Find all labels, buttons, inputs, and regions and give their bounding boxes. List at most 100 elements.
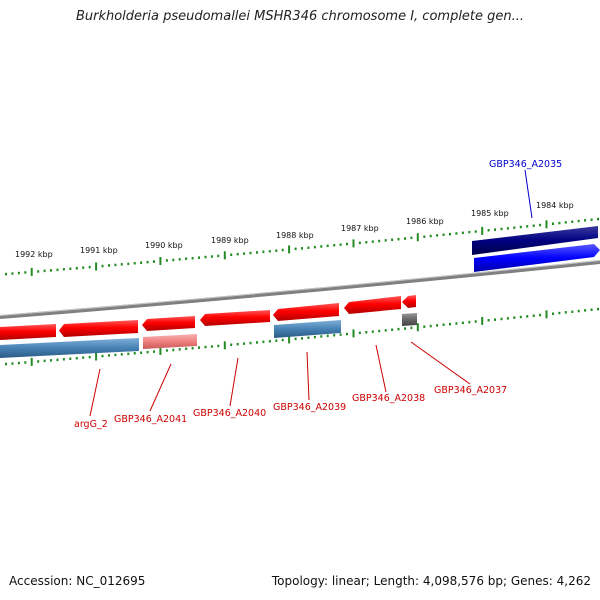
gene-feature-gbp346-a2041-red[interactable] [59,320,138,337]
tick-label: 1988 kbp [276,231,314,240]
minor-tick [410,326,413,330]
gene-label-gbp346-a2041[interactable]: GBP346_A2041 [114,414,187,425]
minor-tick [301,247,303,250]
minor-tick [436,324,439,327]
leader-line-gbp346-a2040 [229,357,239,407]
reverse-tick-ruler [5,307,599,366]
minor-tick [384,329,387,332]
minor-tick [256,341,258,344]
minor-tick [423,325,426,328]
minor-tick [172,258,175,262]
minor-tick [69,267,72,270]
minor-tick [24,361,27,364]
gene-label-gbp346-a2039[interactable]: GBP346_A2039 [273,402,346,413]
minor-tick [320,245,323,248]
gene-feature-gbp346-a2039-red[interactable] [200,310,270,326]
minor-tick [494,318,496,321]
minor-tick [191,347,194,350]
minor-tick [577,309,580,313]
major-tick [30,357,33,366]
minor-tick [17,271,20,275]
minor-tick [5,272,7,276]
minor-tick [313,335,316,339]
minor-tick [114,353,117,357]
minor-tick [474,320,477,323]
minor-tick [487,319,490,322]
minor-tick [526,315,529,318]
major-tick [288,245,291,254]
minor-tick [262,340,265,344]
major-tick [352,239,355,248]
minor-tick [133,262,136,265]
tick-label: 1989 kbp [211,236,249,245]
gene-label-arg-g-2[interactable]: argG_2 [74,419,108,430]
minor-tick [378,239,381,243]
tick-label: 1986 kbp [406,217,444,226]
gene-feature-gbp346-a2038-red[interactable] [273,303,339,321]
minor-tick [307,246,310,249]
minor-tick [210,345,213,348]
gene-feature-gbp346-a2035[interactable] [474,244,600,272]
minor-tick [82,356,85,359]
gene-feature-arg-g-2-blue[interactable] [0,338,139,358]
gene-label-gbp346-a2040[interactable]: GBP346_A2040 [193,408,266,419]
minor-tick [268,340,271,343]
gene-label-gbp346-a2035[interactable]: GBP346_A2035 [489,159,562,170]
minor-tick [37,270,40,273]
minor-tick [294,247,297,251]
minor-tick [56,358,59,362]
minor-tick [172,348,175,352]
gene-feature-gbp346-a2039-blue[interactable] [274,320,341,338]
minor-tick [597,307,599,311]
minor-tick [313,245,316,249]
gene-feature-small-red[interactable] [402,295,416,308]
minor-tick [468,230,471,234]
major-tick [481,226,484,235]
minor-tick [230,253,233,256]
minor-tick [571,310,574,313]
gene-feature-gbp346-a2041-pink[interactable] [143,334,197,349]
major-tick [545,220,548,229]
minor-tick [404,237,406,240]
minor-tick [449,322,451,326]
gene-feature-arg-g-2-red[interactable] [0,324,56,340]
minor-tick [429,234,432,238]
minor-tick [552,222,554,225]
gene-label-gbp346-a2037[interactable]: GBP346_A2037 [434,385,507,396]
gene-feature-gbp346-a2040-red[interactable] [142,316,195,331]
minor-tick [346,332,348,336]
gene-feature-small-grey[interactable] [402,313,417,326]
minor-tick [204,345,207,349]
minor-tick [397,327,400,331]
minor-tick [75,267,78,270]
minor-tick [43,269,46,273]
gene-label-gbp346-a2038[interactable]: GBP346_A2038 [352,393,425,404]
minor-tick [552,312,554,315]
minor-tick [513,316,516,319]
minor-tick [320,335,323,338]
major-tick [159,347,162,355]
minor-tick [461,231,464,235]
minor-tick [178,258,181,261]
minor-tick [43,359,46,363]
minor-tick [474,230,477,233]
minor-tick [217,254,220,258]
minor-tick [50,359,52,362]
minor-tick [140,351,143,354]
gene-feature-gbp346-a2035-dark[interactable] [472,226,598,255]
minor-tick [378,329,381,333]
minor-tick [307,336,310,339]
minor-tick [69,357,72,360]
gene-feature-gbp346-a2037-red[interactable] [344,296,401,314]
major-tick [95,262,98,271]
minor-tick [82,266,85,269]
minor-tick [506,227,509,230]
minor-tick [513,226,516,229]
minor-tick [442,323,445,326]
minor-tick [410,236,413,240]
minor-tick [75,357,78,360]
minor-tick [88,355,91,359]
minor-tick [120,353,123,356]
minor-tick [146,260,149,264]
